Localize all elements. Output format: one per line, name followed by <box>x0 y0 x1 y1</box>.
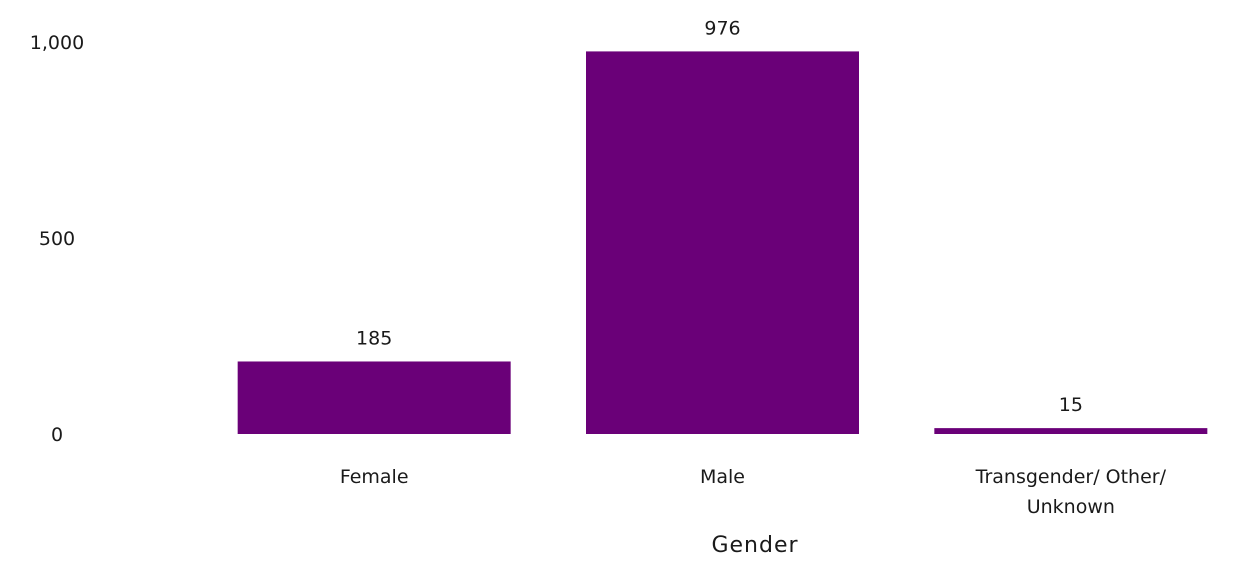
x-axis-title: Gender <box>711 533 798 558</box>
bar <box>586 51 859 435</box>
x-tick-label: Unknown <box>1027 496 1115 518</box>
data-label: 185 <box>356 327 392 349</box>
y-tick-label: 500 <box>39 228 75 250</box>
y-axis-ticks: 0 500 1,000 <box>30 32 84 446</box>
bar <box>934 428 1208 434</box>
x-tick-label: Female <box>340 466 409 488</box>
x-tick-label: Male <box>700 466 745 488</box>
bar <box>237 361 511 434</box>
x-axis-labels: Female Male Transgender/ Other/Unknown <box>340 466 1167 518</box>
x-tick-label: Transgender/ Other/ <box>975 466 1167 488</box>
data-label: 15 <box>1059 394 1083 416</box>
data-labels-group: 185 976 15 <box>356 17 1083 416</box>
y-tick-label: 1,000 <box>30 32 84 54</box>
data-label: 976 <box>704 17 740 39</box>
bars-group <box>237 51 1208 435</box>
y-tick-label: 0 <box>51 424 63 446</box>
